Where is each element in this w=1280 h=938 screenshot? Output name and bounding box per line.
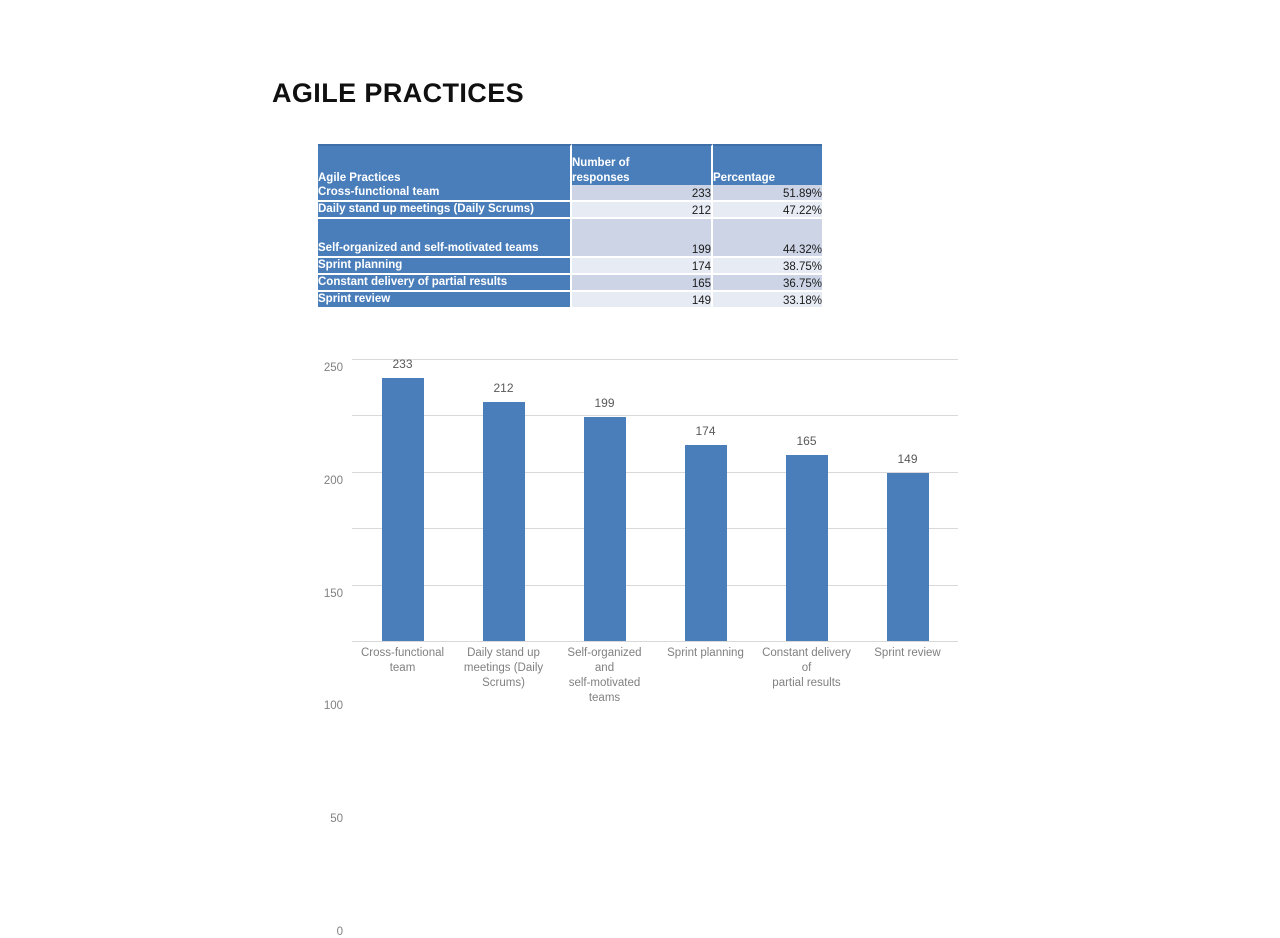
chart-bar[interactable] [482,401,525,641]
x-axis-category-label: Sprint planning [658,646,753,661]
bar-data-label: 174 [695,423,716,438]
cell-percentage: 44.32% [713,219,822,258]
y-axis-tick-label: 150 [323,587,343,600]
column-header-responses-line2: responses [572,171,630,184]
cell-practice: Cross-functional team [318,185,572,202]
x-axis-category-label-line: Sprint planning [667,647,744,659]
cell-percentage: 38.75% [713,258,822,275]
chart-plot-area: 0 50 100 150 200 250 233 Cross-functional team 21… [324,350,958,938]
x-axis-category-label-line: partial results [772,677,841,689]
cell-responses: 174 [572,258,713,275]
bar-data-label: 199 [594,395,615,410]
cell-responses: 199 [572,219,713,258]
gridline: 150 [324,471,958,600]
chart-bar[interactable] [583,416,626,641]
y-axis-tick-label: 200 [323,474,343,487]
x-axis-category-label: Daily stand up meetings (Daily Scrums) [456,646,551,691]
chart-bar[interactable] [684,444,727,641]
page-title: AGILE PRACTICES [272,78,525,108]
x-axis-category-label-line: Sprint review [874,647,941,659]
table-row: Cross-functional team 233 51.89% [318,185,822,202]
responses-bar-chart: 0 50 100 150 200 250 233 Cross-functional team 21… [324,350,958,938]
x-axis-category-label-line: teams [588,692,621,704]
column-header-number-of-responses: Number of responses [572,144,713,185]
table-row: Sprint review 149 33.18% [318,292,822,309]
table-row: Daily stand up meetings (Daily Scrums) 2… [318,202,822,219]
cell-responses: 149 [572,292,713,309]
cell-practice: Constant delivery of partial results [318,275,572,292]
x-axis-category-label: Sprint review [860,646,955,661]
column-header-percentage: Percentage [713,144,822,185]
bar-data-label: 149 [897,451,918,466]
cell-practice: Self-organized and self-motivated teams [318,219,572,258]
bar-data-label: 212 [493,380,514,395]
x-axis-category-label-line: meetings (Daily [463,662,544,674]
y-axis-tick-label: 50 [330,813,343,826]
x-axis-category-label: Constant delivery of partial results [759,646,854,691]
chart-bar[interactable] [381,378,424,641]
bar-data-label: 165 [796,433,817,448]
cell-practice: Sprint planning [318,258,572,275]
cell-responses: 165 [572,275,713,292]
gridline: 200 [324,415,958,487]
agile-practices-table: Agile Practices Number of responses Perc… [318,144,822,309]
y-axis-tick-label: 100 [323,700,343,713]
gridline: 250 [324,359,958,374]
chart-bar[interactable] [785,454,828,641]
x-axis-category-label: Self-organized and self-motivated teams [557,646,652,706]
cell-practice: Sprint review [318,292,572,309]
cell-practice: Daily stand up meetings (Daily Scrums) [318,202,572,219]
table-row: Self-organized and self-motivated teams … [318,219,822,258]
x-axis-category-label-line: team [389,662,416,674]
gridline: 50 [330,584,958,825]
x-axis-category-label-line: Daily stand up [467,647,540,659]
table-row: Sprint planning 174 38.75% [318,258,822,275]
cell-percentage: 47.22% [713,202,822,219]
x-axis-category-label-line: self-motivated [568,677,641,689]
y-axis-tick-label: 0 [336,926,343,938]
cell-responses: 212 [572,202,713,219]
x-axis-category-label-line: Scrums) [482,677,525,689]
column-header-agile-practices: Agile Practices [318,144,572,185]
gridline: 100 [324,528,958,712]
cell-responses: 233 [572,185,713,202]
column-header-responses-line1: Number of [572,157,630,169]
table-header-row: Agile Practices Number of responses Perc… [318,144,822,185]
x-axis-category-label-line: Self-organized and [567,647,642,674]
gridline: 0 [337,641,958,938]
y-axis-tick-label: 250 [323,362,343,374]
x-axis-category-label: Cross-functional team [355,646,450,676]
x-axis-category-label-line: Cross-functional [360,647,445,659]
table-row: Constant delivery of partial results 165… [318,275,822,292]
cell-percentage: 33.18% [713,292,822,309]
cell-percentage: 51.89% [713,185,822,202]
bar-data-label: 233 [392,357,413,372]
x-axis-category-label-line: Constant delivery of [762,647,851,674]
cell-percentage: 36.75% [713,275,822,292]
chart-bar[interactable] [886,472,929,641]
